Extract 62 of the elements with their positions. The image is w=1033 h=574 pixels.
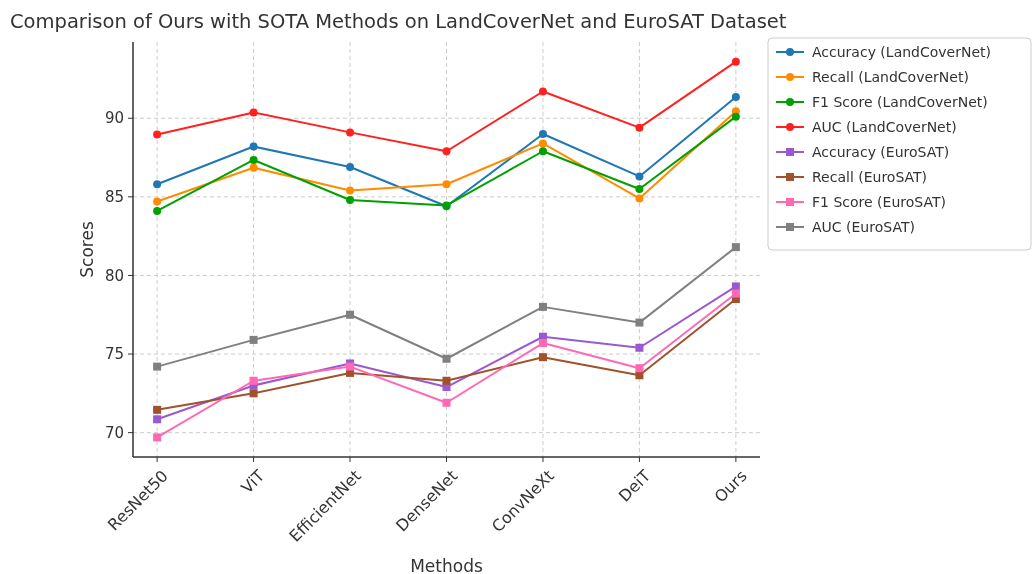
point	[731, 93, 740, 102]
legend-label: Accuracy (LandCoverNet)	[812, 43, 991, 60]
point	[346, 128, 355, 137]
legend-label: Recall (LandCoverNet)	[812, 68, 969, 85]
point	[635, 194, 644, 203]
point	[153, 206, 162, 215]
point	[442, 147, 451, 156]
point	[731, 243, 740, 252]
point	[249, 389, 258, 398]
point	[442, 354, 451, 363]
point	[538, 129, 547, 138]
point	[346, 310, 355, 319]
point	[442, 180, 451, 189]
point	[635, 123, 644, 132]
point	[153, 433, 162, 442]
point	[538, 339, 547, 348]
point	[731, 289, 740, 298]
point	[635, 172, 644, 181]
point	[153, 405, 162, 414]
point	[538, 139, 547, 148]
point	[153, 362, 162, 371]
legend-label: F1 Score (EuroSAT)	[812, 193, 946, 210]
point	[731, 57, 740, 66]
point	[249, 108, 258, 117]
y-axis-title: Scores	[77, 221, 97, 278]
point	[635, 318, 644, 327]
point	[635, 364, 644, 373]
chart-title: Comparison of Ours with SOTA Methods on LandCoverNet and EuroSAT Dataset	[10, 10, 787, 33]
legend-label: Accuracy (EuroSAT)	[812, 143, 950, 160]
point	[346, 162, 355, 171]
point	[442, 398, 451, 407]
point	[153, 130, 162, 139]
legend-label: AUC (LandCoverNet)	[812, 118, 957, 135]
point	[731, 282, 740, 291]
legend-label: F1 Score (LandCoverNet)	[812, 93, 988, 110]
y-tick-label: 80	[104, 266, 124, 285]
x-tick-label: ViT	[237, 466, 269, 498]
point	[346, 195, 355, 204]
point	[249, 376, 258, 385]
point	[731, 112, 740, 121]
point	[153, 197, 162, 206]
legend-label: Recall (EuroSAT)	[812, 168, 928, 185]
point	[153, 180, 162, 189]
point	[538, 302, 547, 311]
point	[538, 147, 547, 156]
point	[153, 415, 162, 424]
point	[249, 155, 258, 164]
point	[635, 343, 644, 352]
point	[249, 335, 258, 344]
point	[538, 87, 547, 96]
point	[538, 353, 547, 362]
legend-label: AUC (EuroSAT)	[812, 218, 915, 235]
point	[635, 184, 644, 193]
y-tick-label: 90	[104, 109, 124, 128]
y-tick-label: 85	[104, 188, 124, 207]
point	[249, 163, 258, 172]
point	[442, 376, 451, 385]
point	[249, 142, 258, 151]
x-axis-title: Methods	[410, 556, 483, 574]
y-tick-label: 75	[104, 345, 124, 364]
y-tick-label: 70	[104, 423, 124, 442]
point	[346, 186, 355, 195]
